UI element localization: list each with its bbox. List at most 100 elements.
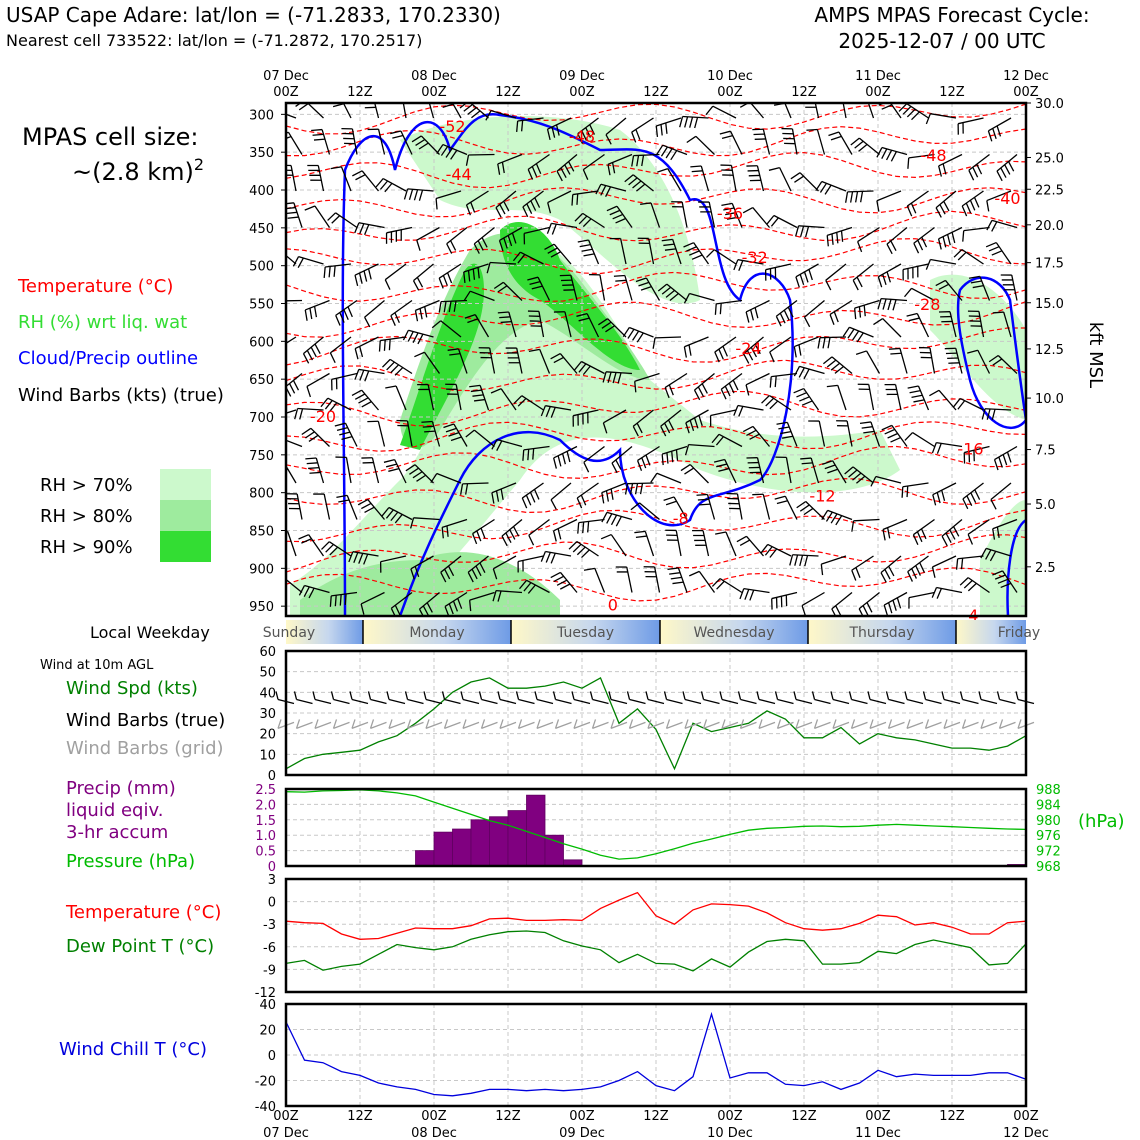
wind-barb-staff (978, 311, 985, 338)
wind-barb-flag (403, 188, 409, 200)
wind-barb-flag (577, 133, 584, 144)
wind-barb-flag (842, 326, 850, 337)
wind-barb-flag (669, 293, 679, 301)
wind-barb-staff (474, 314, 490, 338)
top-hour-label: 12Z (939, 85, 965, 100)
surface-wind-barb-grid-flag (795, 719, 800, 729)
wind-barb-flag (546, 223, 552, 234)
wind-barb-flag (881, 148, 888, 159)
wind-barb-flag (713, 458, 725, 463)
wind-barb-flag (359, 369, 365, 381)
temperature-contour-17 (286, 567, 1026, 602)
wind-barb-flag (988, 354, 999, 363)
wind-barb-staff (990, 482, 1012, 501)
wind-barb-flag (308, 466, 320, 470)
wind-barb-staff (553, 445, 578, 459)
wind-barb-flag (467, 270, 471, 282)
wind-barb-flag (957, 251, 967, 261)
wind-barb-flag (464, 314, 476, 319)
wind-barb-flag (688, 250, 700, 256)
wind-barb-flag (951, 232, 956, 244)
wind-barb-flag (496, 440, 503, 451)
wind-barb-flag (793, 387, 805, 394)
wind-barb-flag (415, 138, 426, 146)
surface-wind-barb-true-flag (663, 691, 668, 700)
wind-barb-staff (321, 129, 331, 155)
wind-barb-staff (440, 555, 462, 573)
wind-barb-flag (540, 405, 546, 417)
surface-wind-barb-true (555, 698, 572, 705)
wind-barb-staff (677, 567, 688, 593)
bottom-time-axis: 00Z 12Z 00Z 12Z 00Z 12Z 00Z 12Z 00Z 12Z 00Z 07 Dec 0… (263, 1109, 1049, 1140)
wind-barb-flag (381, 507, 390, 517)
panel-ytick-label: -3 (263, 918, 276, 933)
wind-barb-flag (560, 167, 567, 178)
wind-barb-flag (582, 218, 592, 228)
wind-barb-staff (831, 591, 853, 610)
wind-barb-flag (772, 99, 783, 101)
wind-barb-staff (827, 509, 853, 521)
wind-barb-flag (273, 576, 282, 583)
wind-barb-flag (540, 551, 547, 562)
wind-barb-flag (354, 348, 359, 360)
wind-barb-staff (431, 421, 441, 447)
wind-barb-flag (645, 454, 651, 466)
wind-barb-staff (586, 313, 600, 338)
wind-barb-flag (819, 182, 828, 193)
surface-wind-barb-true-flag (626, 691, 631, 700)
surface-wind-barb-true (610, 698, 628, 705)
wind-barb-staff (961, 190, 984, 207)
wind-barb-staff (666, 283, 688, 302)
station-title: USAP Cape Adare: lat/lon = (-71.2833, 17… (6, 3, 501, 27)
wind-barb-staff (479, 385, 490, 411)
wind-barb-flag (665, 148, 673, 159)
weekday-band (511, 620, 660, 644)
wind-barb-flag (416, 239, 421, 251)
pressure-tick-label: 800 (249, 487, 274, 502)
wind-barb-staff (306, 372, 330, 388)
wind-barb-staff (745, 299, 770, 313)
wind-barb-staff (380, 336, 407, 342)
wind-barb-flag (578, 363, 587, 373)
wind-barb-flag (693, 417, 699, 429)
wind-barb-flag (863, 430, 875, 434)
wind-barb-flag (390, 130, 402, 135)
rh-legend-label-3: RH > 90% (40, 537, 133, 558)
wind-barb-flag (313, 138, 326, 141)
wind-barb-flag (1006, 451, 1012, 463)
wind-barb-staff (497, 153, 523, 165)
wind-barb-staff (866, 350, 881, 374)
wind-barb-flag (438, 301, 442, 313)
wind-barb-flag (601, 492, 605, 504)
wind-barb-flag (850, 137, 860, 146)
wind-barb-flag (304, 205, 316, 211)
wind-barb-flag (675, 449, 679, 461)
height-tick-label: 2.5 (1035, 561, 1056, 576)
wind-barb-flag (308, 587, 315, 599)
wind-barb-flag (448, 603, 454, 615)
wind-barb-flag (796, 392, 807, 398)
wind-barb-flag (804, 555, 809, 567)
wind-barb-flag (490, 388, 502, 394)
cloud-outline (341, 112, 1026, 616)
surface-wind-barb-true-flag (367, 691, 372, 700)
surface-wind-barb-true (296, 698, 313, 705)
wind-barb-flag (353, 552, 359, 564)
panel-ytick-label: 30 (259, 707, 276, 722)
wind-barb-flag (467, 571, 474, 583)
wind-barb-flag (992, 358, 1003, 366)
wind-barb-flag (335, 315, 341, 326)
surface-wind-barb-true (333, 698, 350, 705)
wind-barb-flag (768, 166, 780, 171)
height-tick-label: 22.5 (1035, 183, 1064, 198)
wind-barb-flag (938, 283, 949, 290)
wind-barb-staff (689, 292, 715, 302)
wind-barb-flag (664, 248, 676, 251)
wind-barb-flag (416, 474, 427, 482)
bottom-hour-label: 12Z (495, 1109, 521, 1124)
wind-barb-staff (317, 165, 325, 192)
wind-barb-flag (750, 309, 754, 321)
wind-barb-flag (913, 399, 925, 403)
wind-barb-flag (550, 407, 556, 418)
surface-wind-barb-true-flag (645, 691, 649, 700)
